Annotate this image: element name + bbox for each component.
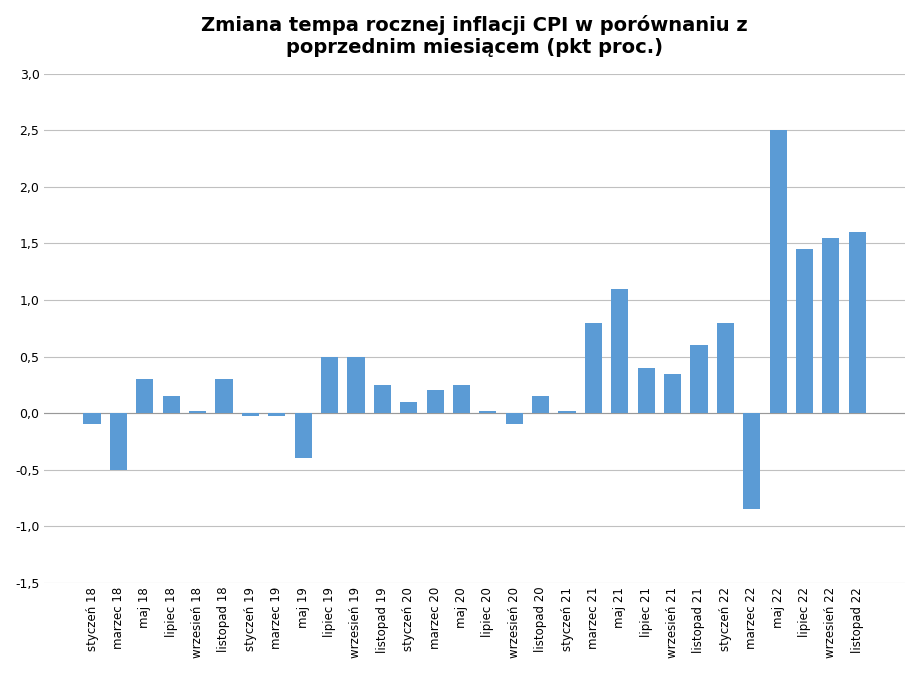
Bar [163,396,179,413]
Bar [795,249,812,413]
Bar [294,413,312,458]
Bar [505,413,522,425]
Bar [188,411,206,413]
Bar [452,385,470,413]
Bar [531,396,549,413]
Bar [84,413,100,425]
Bar [373,385,391,413]
Bar [716,322,733,413]
Bar [242,413,258,417]
Bar [664,374,680,413]
Bar [479,411,496,413]
Bar [109,413,127,470]
Bar [743,413,759,509]
Bar [400,402,417,413]
Bar [768,131,786,413]
Bar [637,368,654,413]
Bar [848,232,865,413]
Title: Zmiana tempa rocznej inflacji CPI w porównaniu z
poprzednim miesiącem (pkt proc.: Zmiana tempa rocznej inflacji CPI w poró… [201,15,747,57]
Bar [426,390,443,413]
Bar [558,411,575,413]
Bar [689,345,707,413]
Bar [822,238,838,413]
Bar [610,289,628,413]
Bar [268,413,285,417]
Bar [321,357,338,413]
Bar [584,322,601,413]
Bar [347,357,364,413]
Bar [136,379,153,413]
Bar [215,379,233,413]
